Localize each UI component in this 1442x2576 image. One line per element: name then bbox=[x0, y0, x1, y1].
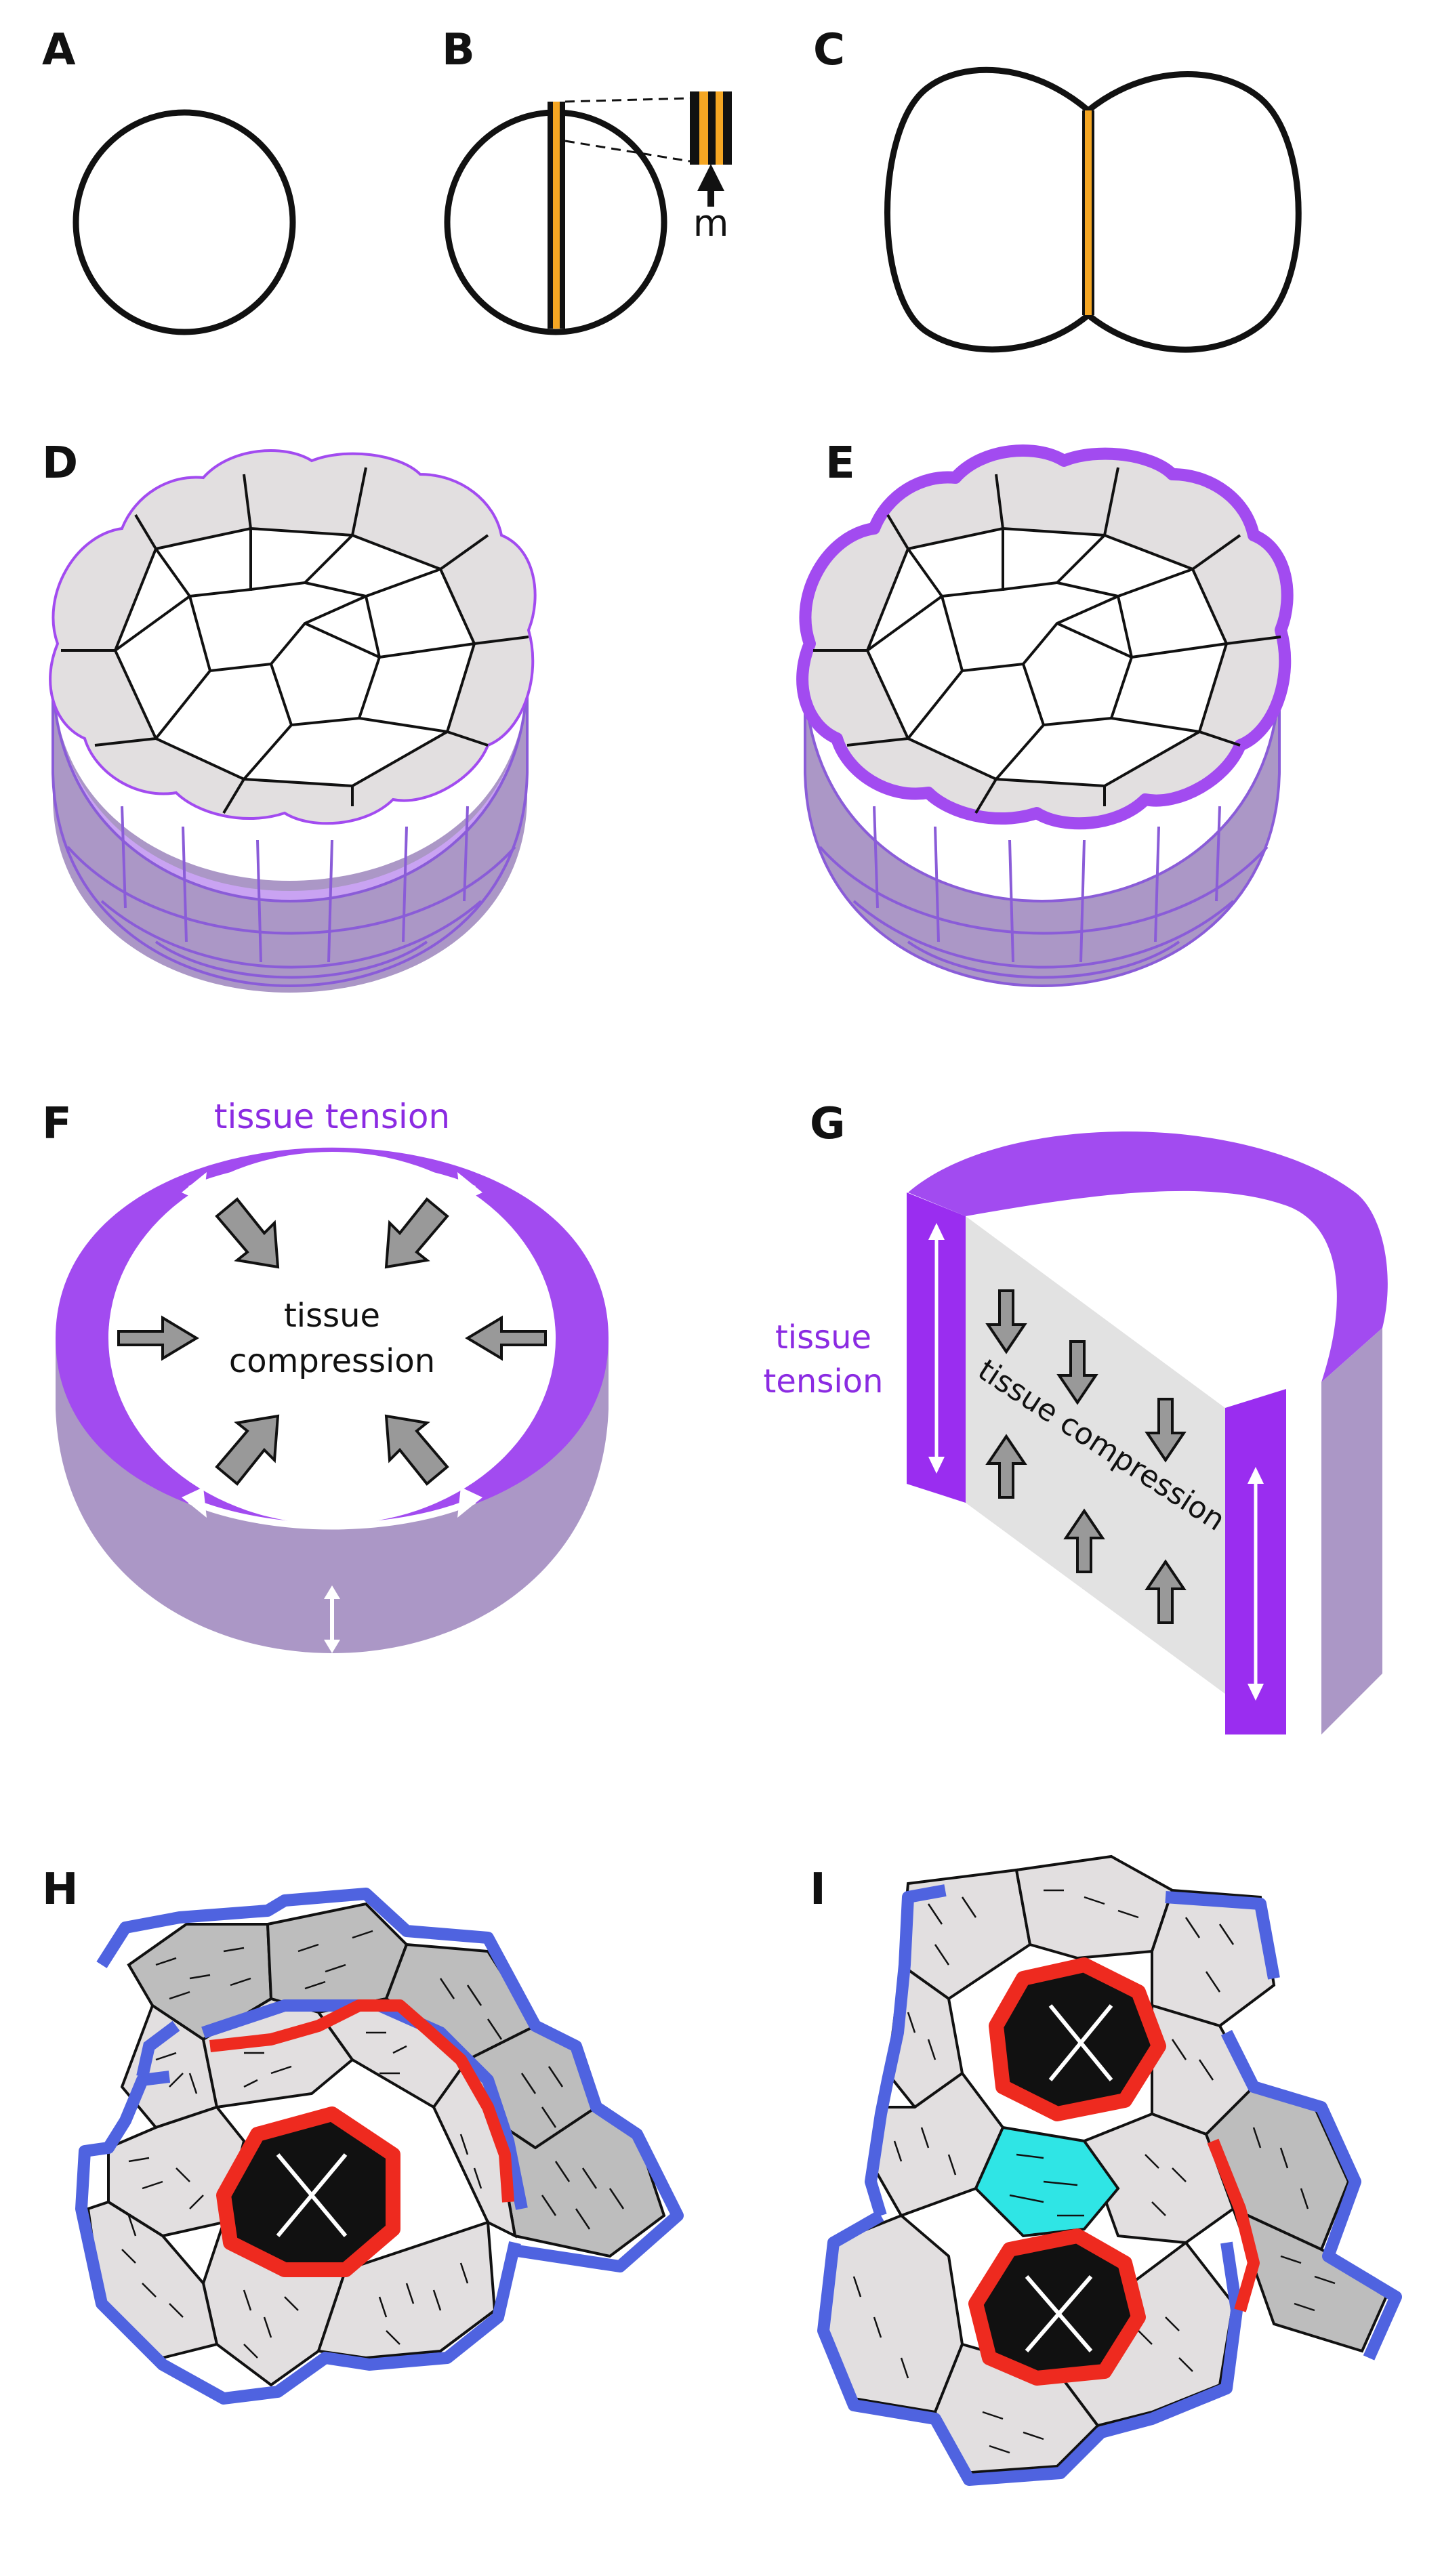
membrane-marker-label: m bbox=[693, 202, 729, 245]
panel-label-c: C bbox=[813, 25, 845, 75]
panel-c-two-cells bbox=[884, 66, 1302, 353]
panel-label-g: G bbox=[810, 1099, 846, 1149]
panel-f-ring: tissue tension tissue compression bbox=[56, 1097, 609, 1653]
tissue-tension-label-g2: tension bbox=[764, 1363, 884, 1400]
tissue-tension-label-g1: tissue bbox=[775, 1318, 871, 1356]
panel-label-d: D bbox=[42, 438, 78, 489]
cell-hatching-i bbox=[852, 1889, 1336, 2454]
tissue-tension-label: tissue tension bbox=[214, 1097, 450, 1136]
panel-g-cutaway: tissue compression tissue tension bbox=[764, 1131, 1388, 1734]
panel-d-tissue-bowl bbox=[49, 449, 537, 993]
tissue-compression-label-2: compression bbox=[229, 1342, 435, 1380]
panel-a-single-cell bbox=[73, 109, 296, 335]
panel-label-a: A bbox=[42, 25, 76, 75]
panel-b-dividing-cell: m bbox=[444, 91, 732, 335]
compression-arrows bbox=[117, 1197, 547, 1486]
tissue-compression-label-1: tissue bbox=[284, 1297, 380, 1335]
panel-label-f: F bbox=[42, 1099, 72, 1149]
panel-e-tissue-bowl-tension bbox=[796, 444, 1294, 987]
panel-label-h: H bbox=[42, 1865, 79, 1915]
panel-label-i: I bbox=[810, 1865, 826, 1915]
panel-h-tissue bbox=[75, 1888, 684, 2405]
panel-i-tissue bbox=[817, 1854, 1402, 2486]
cell-hatching-h bbox=[121, 1930, 625, 2359]
panel-label-b: B bbox=[442, 25, 475, 75]
panel-label-e: E bbox=[825, 438, 855, 489]
compression-arrows-g bbox=[985, 1289, 1187, 1624]
